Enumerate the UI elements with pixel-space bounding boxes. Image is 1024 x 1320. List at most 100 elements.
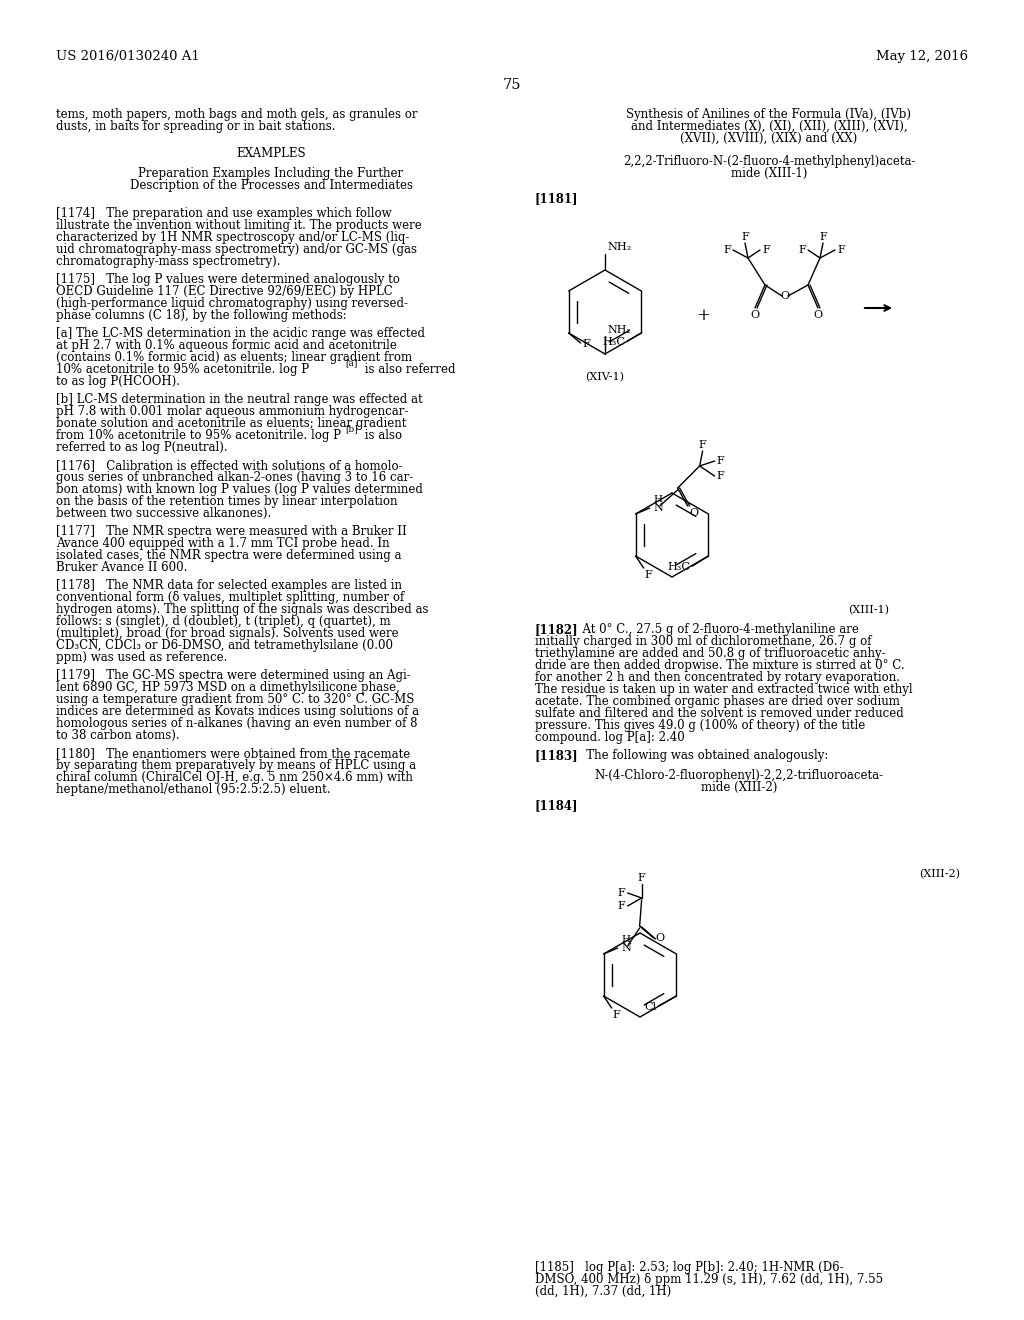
Text: O: O [751,310,760,319]
Text: [1174]   The preparation and use examples which follow: [1174] The preparation and use examples … [56,207,391,220]
Text: lent 6890 GC, HP 5973 MSD on a dimethylsilicone phase,: lent 6890 GC, HP 5973 MSD on a dimethyls… [56,681,400,694]
Text: At 0° C., 27.5 g of 2-fluoro-4-methylaniline are: At 0° C., 27.5 g of 2-fluoro-4-methylani… [575,623,859,636]
Text: (dd, 1H), 7.37 (dd, 1H): (dd, 1H), 7.37 (dd, 1H) [535,1284,672,1298]
Text: for another 2 h and then concentrated by rotary evaporation.: for another 2 h and then concentrated by… [535,671,900,684]
Text: [1185]   log P[a]: 2.53; log P[b]: 2.40; 1H-NMR (D6-: [1185] log P[a]: 2.53; log P[b]: 2.40; 1… [535,1261,844,1274]
Text: conventional form (δ values, multiplet splitting, number of: conventional form (δ values, multiplet s… [56,591,404,605]
Text: (multiplet), broad (for broad signals). Solvents used were: (multiplet), broad (for broad signals). … [56,627,398,640]
Text: F: F [583,339,591,348]
Text: chromatography-mass spectrometry).: chromatography-mass spectrometry). [56,255,281,268]
Text: EXAMPLES: EXAMPLES [237,147,306,160]
Text: F: F [617,888,626,898]
Text: from 10% acetonitrile to 95% acetonitrile. log P: from 10% acetonitrile to 95% acetonitril… [56,429,341,442]
Text: illustrate the invention without limiting it. The products were: illustrate the invention without limitin… [56,219,422,232]
Text: between two successive alkanones).: between two successive alkanones). [56,507,271,520]
Text: F: F [717,455,724,466]
Text: NH₂: NH₂ [607,242,631,252]
Text: H: H [653,495,663,504]
Text: F: F [762,246,770,255]
Text: dride are then added dropwise. The mixture is stirred at 0° C.: dride are then added dropwise. The mixtu… [535,659,904,672]
Text: NH₂: NH₂ [607,325,631,335]
Text: bon atoms) with known log P values (log P values determined: bon atoms) with known log P values (log … [56,483,423,496]
Text: F: F [799,246,806,255]
Text: uid chromatography-mass spectrometry) and/or GC-MS (gas: uid chromatography-mass spectrometry) an… [56,243,417,256]
Text: sulfate and filtered and the solvent is removed under reduced: sulfate and filtered and the solvent is … [535,708,904,719]
Text: Cl: Cl [644,1002,656,1012]
Text: [1178]   The NMR data for selected examples are listed in: [1178] The NMR data for selected example… [56,579,402,591]
Text: +: + [696,306,710,323]
Text: heptane/methanol/ethanol (95:2.5:2.5) eluent.: heptane/methanol/ethanol (95:2.5:2.5) el… [56,783,331,796]
Text: compound. log P[a]: 2.40: compound. log P[a]: 2.40 [535,731,685,744]
Text: [b] LC-MS determination in the neutral range was effected at: [b] LC-MS determination in the neutral r… [56,393,423,407]
Text: Avance 400 equipped with a 1.7 mm TCI probe head. In: Avance 400 equipped with a 1.7 mm TCI pr… [56,537,389,550]
Text: May 12, 2016: May 12, 2016 [876,50,968,63]
Text: F: F [612,1010,621,1020]
Text: isolated cases, the NMR spectra were determined using a: isolated cases, the NMR spectra were det… [56,549,401,562]
Text: F: F [617,902,626,911]
Text: (XIV-1): (XIV-1) [586,372,625,383]
Text: H: H [622,935,631,944]
Text: on the basis of the retention times by linear interpolation: on the basis of the retention times by l… [56,495,397,508]
Text: ppm) was used as reference.: ppm) was used as reference. [56,651,227,664]
Text: O: O [655,933,665,942]
Text: bonate solution and acetonitrile as eluents; linear gradient: bonate solution and acetonitrile as elue… [56,417,407,430]
Text: 10% acetonitrile to 95% acetonitrile. log P: 10% acetonitrile to 95% acetonitrile. lo… [56,363,309,376]
Text: F: F [698,440,707,450]
Text: O: O [780,290,790,301]
Text: The following was obtained analogously:: The following was obtained analogously: [575,748,828,762]
Text: US 2016/0130240 A1: US 2016/0130240 A1 [56,50,200,63]
Text: [1179]   The GC-MS spectra were determined using an Agi-: [1179] The GC-MS spectra were determined… [56,669,411,682]
Text: [1184]: [1184] [535,799,579,812]
Text: chiral column (ChiralCel OJ-H, e.g. 5 nm 250×4.6 mm) with: chiral column (ChiralCel OJ-H, e.g. 5 nm… [56,771,413,784]
Text: follows: s (singlet), d (doublet), t (triplet), q (quartet), m: follows: s (singlet), d (doublet), t (tr… [56,615,390,628]
Text: (contains 0.1% formic acid) as eluents; linear gradient from: (contains 0.1% formic acid) as eluents; … [56,351,412,364]
Text: (XVII), (XVIII), (XIX) and (XX): (XVII), (XVIII), (XIX) and (XX) [680,132,858,145]
Text: mide (XIII-2): mide (XIII-2) [700,781,777,795]
Text: dusts, in baits for spreading or in bait stations.: dusts, in baits for spreading or in bait… [56,120,336,133]
Text: [1182]: [1182] [535,623,579,636]
Text: gous series of unbranched alkan-2-ones (having 3 to 16 car-: gous series of unbranched alkan-2-ones (… [56,471,414,484]
Text: [1183]: [1183] [535,748,579,762]
Text: (XIII-1): (XIII-1) [849,605,890,615]
Text: to 38 carbon atoms).: to 38 carbon atoms). [56,729,179,742]
Text: pressure. This gives 49.0 g (100% of theory) of the title: pressure. This gives 49.0 g (100% of the… [535,719,865,733]
Text: O: O [689,508,698,517]
Text: to as log P(HCOOH).: to as log P(HCOOH). [56,375,180,388]
Text: pH 7.8 with 0.001 molar aqueous ammonium hydrogencar-: pH 7.8 with 0.001 molar aqueous ammonium… [56,405,409,418]
Text: referred to as log P(neutral).: referred to as log P(neutral). [56,441,227,454]
Text: H₃C: H₃C [602,337,626,347]
Text: [a]: [a] [345,358,357,367]
Text: homologous series of n-alkanes (having an even number of 8: homologous series of n-alkanes (having a… [56,717,418,730]
Text: tems, moth papers, moth bags and moth gels, as granules or: tems, moth papers, moth bags and moth ge… [56,108,418,121]
Text: characterized by 1H NMR spectroscopy and/or LC-MS (liq-: characterized by 1H NMR spectroscopy and… [56,231,410,244]
Text: at pH 2.7 with 0.1% aqueous formic acid and acetonitrile: at pH 2.7 with 0.1% aqueous formic acid … [56,339,397,352]
Text: 75: 75 [503,78,521,92]
Text: by separating them preparatively by means of HPLC using a: by separating them preparatively by mean… [56,759,416,772]
Text: N: N [653,503,664,513]
Text: N-(4-Chloro-2-fluorophenyl)-2,2,2-trifluoroaceta-: N-(4-Chloro-2-fluorophenyl)-2,2,2-triflu… [595,770,884,781]
Text: DMSO, 400 MHz) δ ppm 11.29 (s, 1H), 7.62 (dd, 1H), 7.55: DMSO, 400 MHz) δ ppm 11.29 (s, 1H), 7.62… [535,1272,883,1286]
Text: F: F [723,246,731,255]
Text: (high-performance liquid chromatography) using reversed-: (high-performance liquid chromatography)… [56,297,408,310]
Text: F: F [717,471,724,480]
Text: initially charged in 300 ml of dichloromethane, 26.7 g of: initially charged in 300 ml of dichlorom… [535,635,871,648]
Text: F: F [837,246,845,255]
Text: (XIII-2): (XIII-2) [919,869,961,879]
Text: O: O [813,310,822,319]
Text: is also: is also [361,429,402,442]
Text: F: F [819,232,826,242]
Text: acetate. The combined organic phases are dried over sodium: acetate. The combined organic phases are… [535,696,900,708]
Text: Description of the Processes and Intermediates: Description of the Processes and Interme… [129,180,413,191]
Text: Synthesis of Anilines of the Formula (IVa), (IVb): Synthesis of Anilines of the Formula (IV… [627,108,911,121]
Text: using a temperature gradient from 50° C. to 320° C. GC-MS: using a temperature gradient from 50° C.… [56,693,415,706]
Text: phase columns (C 18), by the following methods:: phase columns (C 18), by the following m… [56,309,347,322]
Text: [1176]   Calibration is effected with solutions of a homolo-: [1176] Calibration is effected with solu… [56,459,402,473]
Text: OECD Guideline 117 (EC Directive 92/69/EEC) by HPLC: OECD Guideline 117 (EC Directive 92/69/E… [56,285,393,298]
Text: F: F [741,232,749,242]
Text: and Intermediates (X), (XI), (XII), (XIII), (XVI),: and Intermediates (X), (XI), (XII), (XII… [631,120,907,133]
Text: [1175]   The log P values were determined analogously to: [1175] The log P values were determined … [56,273,400,286]
Text: indices are determined as Kovats indices using solutions of a: indices are determined as Kovats indices… [56,705,419,718]
Text: The residue is taken up in water and extracted twice with ethyl: The residue is taken up in water and ext… [535,682,912,696]
Text: F: F [638,873,645,883]
Text: F: F [645,570,652,579]
